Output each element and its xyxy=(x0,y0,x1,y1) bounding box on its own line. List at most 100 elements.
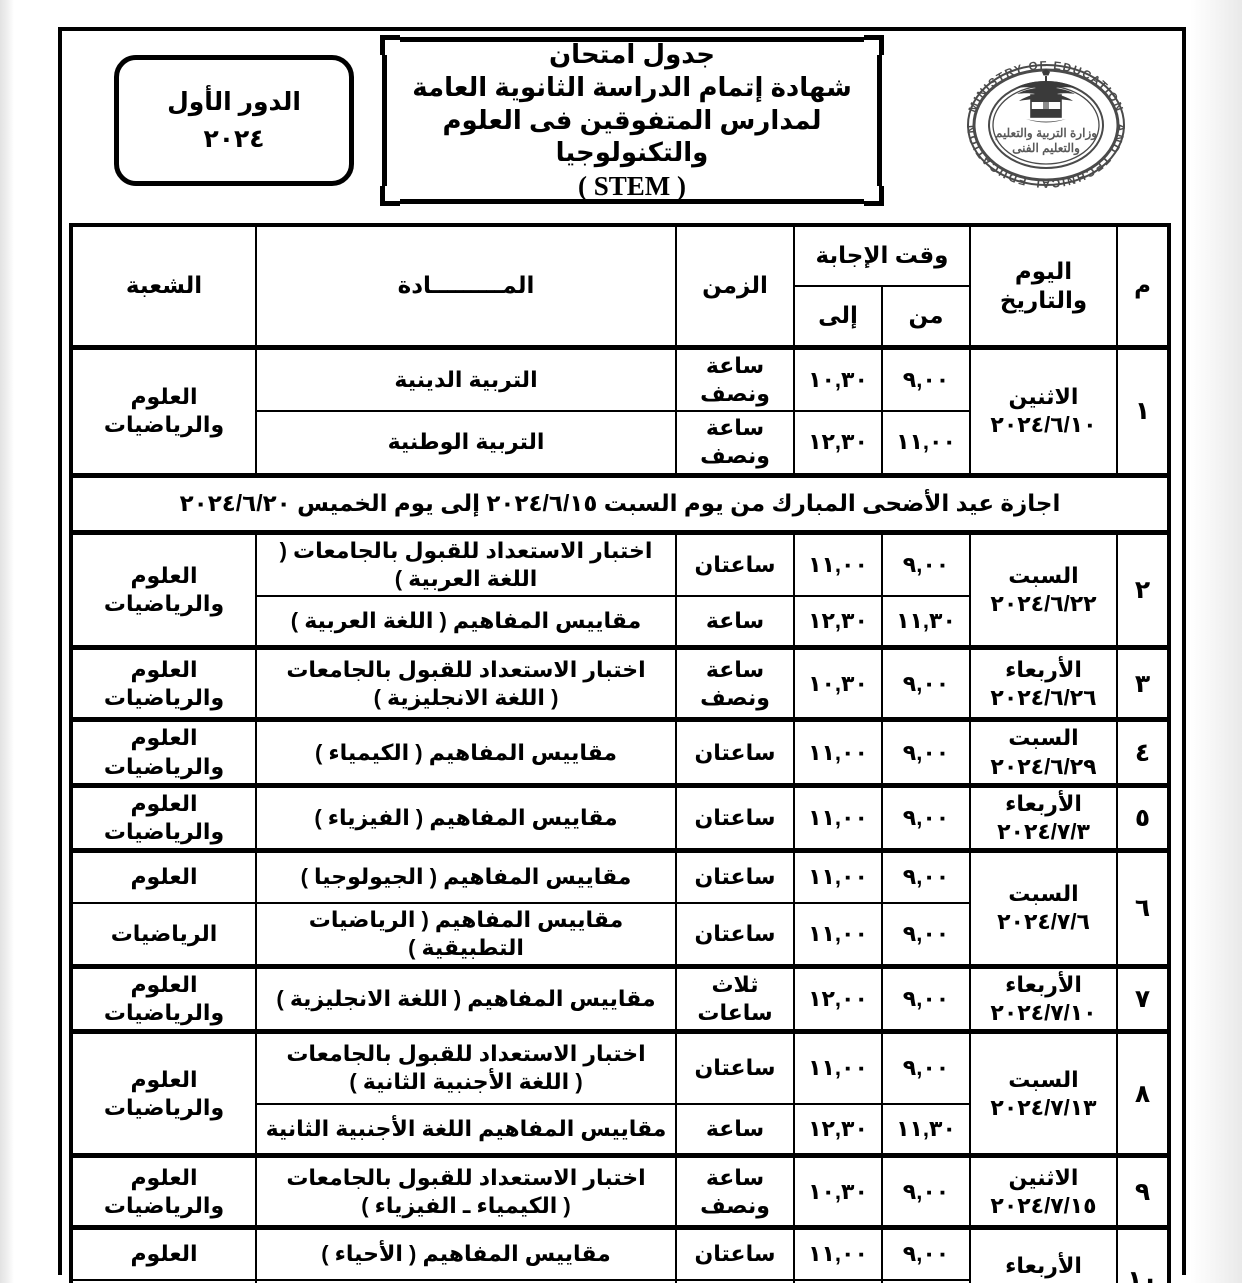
date-value: ٢٠٢٤/٧/٣ xyxy=(997,818,1090,844)
cell-branch: العلوم والرياضيات xyxy=(70,782,257,854)
subject-line-1: التربية الدينية xyxy=(394,367,538,393)
cell-time-to: ١٠,٣٠ xyxy=(793,345,883,413)
cell-time-to: ١١,٠٠ xyxy=(793,529,883,597)
cell-subject: اختبار الاستعداد للقبول بالجامعات( اللغة… xyxy=(255,645,677,723)
plaque-notch-top-left xyxy=(380,35,400,55)
cell-subject: مقاييس المفاهيم ( الرياضيات التطبيقية ) xyxy=(255,902,677,969)
table-row: ١١,٣٠ ١٢,٣٠ ساعة مقاييس المفاهيم اللغة الأج… xyxy=(71,1103,1169,1159)
cell-time-from: ٩,٠٠ xyxy=(881,717,971,788)
date-value: ٢٠٢٤/٧/١٥ xyxy=(990,1192,1097,1218)
table-row: ٩ الاثنين ٢٠٢٤/٧/١٥ ٩,٠٠ ١٠,٣٠ ساعة ونصف اختبا… xyxy=(70,1153,1170,1231)
col-header-to: إلى xyxy=(793,285,883,349)
day-name: السبت xyxy=(1008,562,1079,588)
cell-time-from: ٩,٠٠ xyxy=(881,345,971,413)
date-value: ٢٠٢٤/٦/٢٩ xyxy=(990,753,1097,779)
subject-line-1: اختبار الاستعداد للقبول بالجامعات ( اللغ… xyxy=(279,537,653,591)
exam-schedule-table-wrapper: م اليوم والتاريخ وقت الإجابة الزمن المــ… xyxy=(69,223,1171,1283)
title-plaque-border xyxy=(382,37,882,204)
cell-subject: التربية الوطنية xyxy=(255,410,677,478)
subject-line-1: مقاييس المفاهيم ( الرياضيات التطبيقية ) xyxy=(308,906,624,960)
table-row: ١ الاثنين ٢٠٢٤/٦/١٠ ٩,٠٠ ١٠,٣٠ ساعة ونصف الترب… xyxy=(70,345,1170,477)
table-header-row-2: من إلى xyxy=(71,285,1169,349)
cell-row-number: ٣ xyxy=(1116,645,1170,721)
cell-time-to: ١١,٠٠ xyxy=(793,782,883,854)
cell-time-to: ١١,٠٠ xyxy=(793,1225,883,1281)
cell-time-from: ٩,٠٠ xyxy=(881,963,971,1035)
subject-line-1: مقاييس المفاهيم ( الكيمياء ) xyxy=(314,739,618,765)
cell-subject: اختبار الاستعداد للقبول بالجامعات ( اللغ… xyxy=(255,529,677,597)
cell-branch: العلوم xyxy=(70,848,257,904)
date-value: ٢٠٢٤/٦/١٠ xyxy=(990,412,1097,438)
cell-branch: العلوم والرياضيات xyxy=(70,345,257,477)
table-header: م اليوم والتاريخ وقت الإجابة الزمن المــ… xyxy=(70,224,1170,349)
date-value: ٢٠٢٤/٦/٢٢ xyxy=(990,591,1097,617)
col-header-from: من xyxy=(881,285,971,349)
cell-row-number: ٩ xyxy=(1116,1153,1170,1229)
col-header-number: م xyxy=(1116,224,1170,349)
table-body: ١ الاثنين ٢٠٢٤/٦/١٠ ٩,٠٠ ١٠,٣٠ ساعة ونصف الترب… xyxy=(70,345,1170,1283)
day-name: الأربعاء xyxy=(1005,1252,1082,1278)
cell-duration: ساعتان xyxy=(675,902,795,969)
day-name: السبت xyxy=(1008,881,1079,907)
term-year-box: الدور الأول ٢٠٢٤ xyxy=(114,55,354,186)
cell-row-number: ٦ xyxy=(1116,848,1170,968)
cell-day-date: الاثنين ٢٠٢٤/٧/١٥ xyxy=(969,1153,1118,1229)
title-line-4-stem: ( STEM ) xyxy=(578,171,686,201)
cell-time-to: ١٠,٣٠ xyxy=(793,1153,883,1231)
year-label: ٢٠٢٤ xyxy=(203,124,265,153)
cell-time-from: ١١,٣٠ xyxy=(881,1103,971,1159)
cell-branch: العلوم والرياضيات xyxy=(70,717,257,788)
table-row: ٣ الأربعاء ٢٠٢٤/٦/٢٦ ٩,٠٠ ١٠,٣٠ ساعة ونصف اختب… xyxy=(70,645,1170,723)
scan-edge-right xyxy=(1190,0,1242,1283)
cell-day-date: السبت ٢٠٢٤/٧/١٣ xyxy=(969,1029,1118,1157)
scan-edge-left xyxy=(0,0,14,1283)
cell-time-from: ٩,٠٠ xyxy=(881,1225,971,1281)
plaque-notch-top-right xyxy=(864,35,884,55)
cell-duration: ساعة ونصف xyxy=(675,410,795,478)
cell-time-to: ١١,٠٠ xyxy=(793,1279,883,1283)
seal-arabic-line-1: وزارة التربية والتعليم xyxy=(994,126,1096,141)
date-value: ٢٠٢٤/٧/٦ xyxy=(997,909,1090,935)
cell-day-date: السبت ٢٠٢٤/٧/٦ xyxy=(969,848,1118,968)
cell-duration: ساعتان xyxy=(675,1029,795,1105)
ministry-of-education-seal-icon: MINISTRY OF EDUCATION AND TECHNICAL EDUC… xyxy=(965,60,1125,189)
cell-time-to: ١٢,٠٠ xyxy=(793,963,883,1035)
cell-branch: الرياضيات xyxy=(70,1279,257,1283)
cell-time-to: ١٢,٣٠ xyxy=(793,595,883,651)
cell-branch: العلوم xyxy=(70,1225,257,1281)
cell-time-from: ٩,٠٠ xyxy=(881,782,971,854)
cell-subject: مقاييس المفاهيم ( الفيزياء ) xyxy=(255,782,677,854)
cell-branch: العلوم والرياضيات xyxy=(70,529,257,649)
day-name: الاثنين xyxy=(1008,1164,1079,1190)
subject-line-1: مقاييس المفاهيم ( اللغة العربية ) xyxy=(290,608,642,634)
page-title: جدول امتحان شهادة إتمام الدراسة الثانوية… xyxy=(396,39,868,201)
cell-day-date: الأربعاء ٢٠٢٤/٧/٣ xyxy=(969,782,1118,852)
subject-line-1: اختبار الاستعداد للقبول بالجامعات xyxy=(286,1041,646,1067)
cell-time-from: ١١,٣٠ xyxy=(881,595,971,651)
cell-subject: مقاييس المفاهيم ( اللغة العربية ) xyxy=(255,595,677,651)
col-header-duration: الزمن xyxy=(675,224,795,349)
subject-line-1: مقاييس المفاهيم اللغة الأجنبية الثانية xyxy=(265,1115,667,1141)
cell-duration: ساعة ونصف xyxy=(675,1153,795,1231)
cell-row-number: ٤ xyxy=(1116,717,1170,787)
table-row: ٧ الأربعاء ٢٠٢٤/٧/١٠ ٩,٠٠ ١٢,٠٠ ثلاث ساعات مقا… xyxy=(70,963,1170,1035)
holiday-row: اجازة عيد الأضحى المبارك من يوم السبت ٢٠… xyxy=(70,472,1170,535)
table-row: ٤ السبت ٢٠٢٤/٦/٢٩ ٩,٠٠ ١١,٠٠ ساعتان مقاييس الم… xyxy=(70,717,1170,788)
cell-time-from: ٩,٠٠ xyxy=(881,1279,971,1283)
cell-time-from: ٩,٠٠ xyxy=(881,645,971,723)
cell-branch: العلوم والرياضيات xyxy=(70,1029,257,1157)
document-header: الدور الأول ٢٠٢٤ جدول امتحان شهادة إتمام… xyxy=(58,27,1186,213)
cell-duration: ساعة xyxy=(675,1103,795,1159)
cell-time-from: ١١,٠٠ xyxy=(881,410,971,478)
day-name: الأربعاء xyxy=(1005,971,1082,997)
cell-day-date: السبت ٢٠٢٤/٦/٢٢ xyxy=(969,529,1118,649)
cell-time-from: ٩,٠٠ xyxy=(881,1029,971,1105)
cell-time-to: ١١,٠٠ xyxy=(793,902,883,969)
table-row: ٥ الأربعاء ٢٠٢٤/٧/٣ ٩,٠٠ ١١,٠٠ ساعتان مقاييس ا… xyxy=(70,782,1170,854)
term-label: الدور الأول xyxy=(167,88,301,117)
date-value: ٢٠٢٤/٧/١٣ xyxy=(990,1094,1097,1120)
cell-subject: مقاييس المفاهيم ( اللغة الانجليزية ) xyxy=(255,963,677,1035)
col-header-answer-time: وقت الإجابة xyxy=(793,224,971,287)
subject-line-1: مقاييس المفاهيم ( الفيزياء ) xyxy=(314,804,618,830)
